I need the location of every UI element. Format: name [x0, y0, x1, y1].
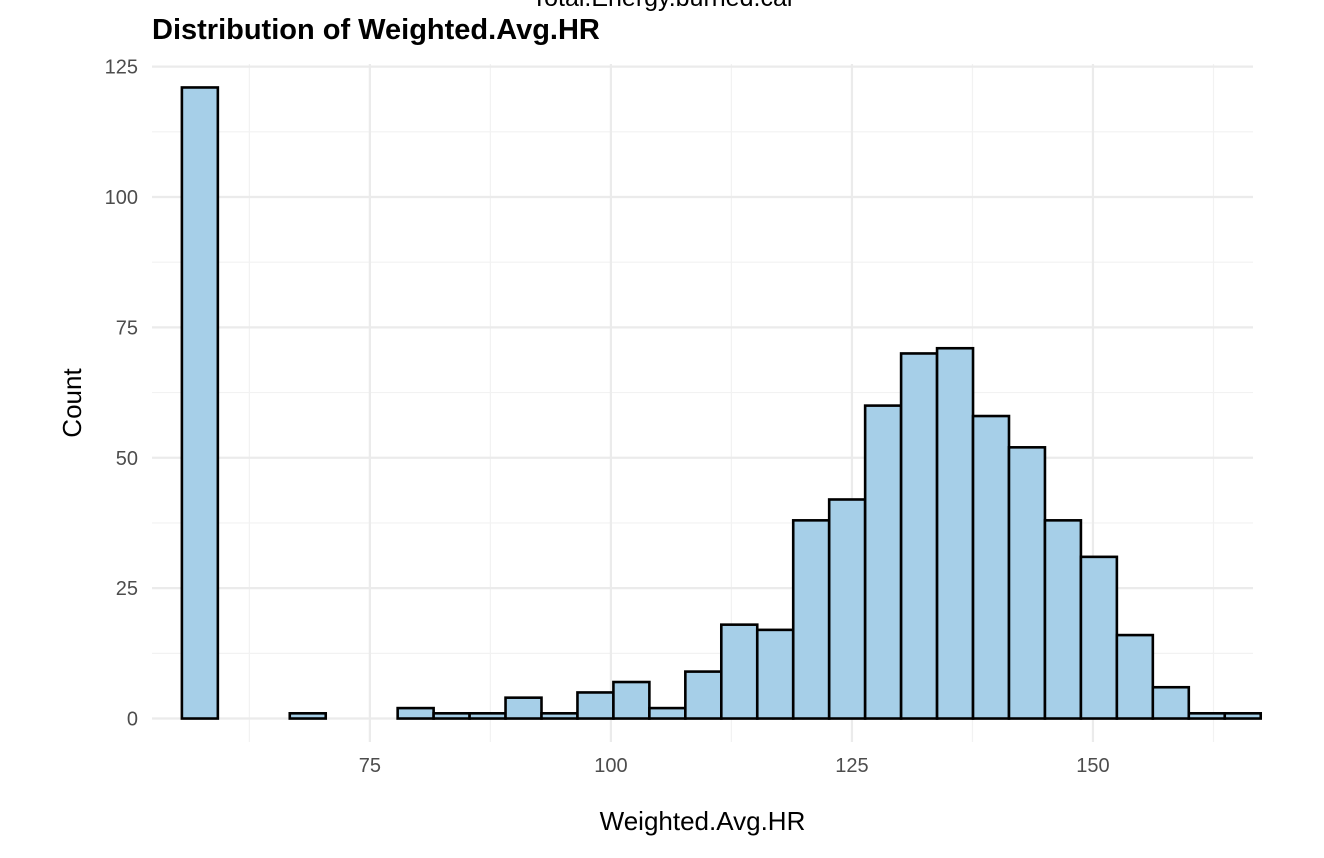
histogram-bar — [576, 691, 615, 720]
histogram-bar — [1115, 633, 1155, 720]
x-axis-label: Weighted.Avg.HR — [600, 806, 806, 836]
histogram-bar — [1079, 555, 1119, 720]
y-tick-label: 100 — [105, 187, 138, 209]
histogram-bar — [612, 680, 651, 720]
chart-title: Distribution of Weighted.Avg.HR — [152, 14, 600, 46]
histogram-bar — [935, 346, 975, 720]
x-tick-label: 75 — [359, 755, 381, 777]
histogram-bar — [648, 706, 687, 720]
histogram-bar — [791, 519, 831, 720]
y-tick-label: 0 — [127, 709, 138, 731]
histogram-bar — [755, 628, 795, 720]
x-tick-label: 100 — [594, 755, 627, 777]
histogram-bar — [468, 712, 507, 720]
histogram-bar — [1007, 446, 1047, 720]
histogram-bar — [827, 498, 867, 720]
histogram-bar — [396, 706, 435, 720]
histogram-bar — [684, 670, 723, 720]
y-tick-label: 25 — [116, 578, 138, 600]
histogram-bar — [180, 86, 220, 720]
histogram-bar — [971, 414, 1011, 720]
histogram-bar — [719, 623, 759, 720]
y-tick-label: 50 — [116, 448, 138, 470]
histogram-bar — [1151, 685, 1191, 720]
histogram-bar — [1223, 712, 1263, 720]
histogram-bar — [863, 404, 903, 720]
histogram-bar — [1187, 712, 1227, 720]
histogram-bar — [288, 712, 328, 720]
x-tick-label: 150 — [1076, 755, 1109, 777]
y-tick-label: 75 — [116, 317, 138, 339]
y-axis-label: Count — [57, 368, 87, 438]
chart-subtitle-clipped: Total.Energy.burned.cal — [0, 0, 1324, 13]
histogram-bar — [540, 712, 579, 720]
histogram-bar — [1043, 519, 1083, 720]
histogram-bar — [899, 352, 939, 720]
histogram-bar — [432, 712, 471, 720]
x-tick-label: 125 — [835, 755, 868, 777]
y-tick-label: 125 — [105, 57, 138, 79]
histogram-bar — [504, 696, 543, 720]
